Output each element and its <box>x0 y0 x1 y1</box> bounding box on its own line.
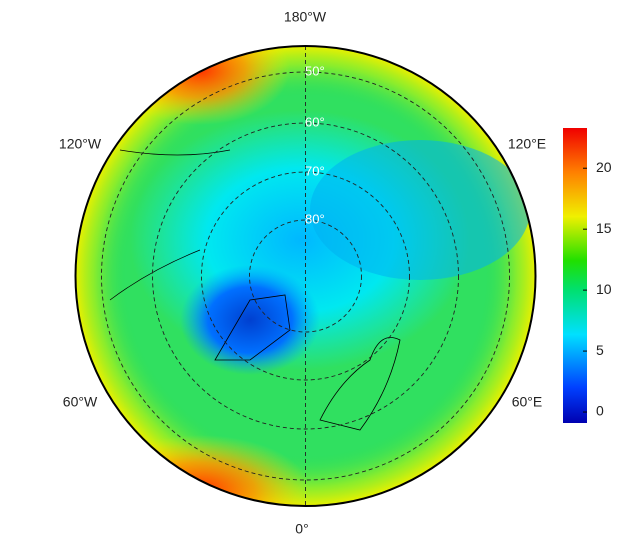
lon-label: 120°W <box>59 136 102 152</box>
lat-label: 60° <box>305 114 325 129</box>
colorbar-tick-label: 5 <box>596 342 604 358</box>
colorbar-tick-label: 20 <box>596 159 612 175</box>
map-border <box>74 45 537 507</box>
lat-circle <box>249 219 362 333</box>
graticule <box>101 46 510 506</box>
colorbar-tick-label: 10 <box>596 281 612 297</box>
colorbar <box>563 128 587 423</box>
lat-label: 80° <box>305 211 325 226</box>
field <box>75 46 536 506</box>
lon-label: 180°W <box>284 9 327 25</box>
colorbar-tick-label: 0 <box>596 403 604 419</box>
lon-label: 60°W <box>63 394 98 410</box>
lat-circle <box>101 71 510 481</box>
lon-label: 60°E <box>512 394 543 410</box>
colorbar-tick-label: 15 <box>596 220 612 236</box>
lat-circle <box>152 122 459 430</box>
lon-label: 0° <box>295 521 308 537</box>
lon-label: 120°E <box>508 136 546 152</box>
lat-label: 50° <box>305 63 325 78</box>
lat-label: 70° <box>305 163 325 178</box>
lat-circle <box>201 171 410 381</box>
